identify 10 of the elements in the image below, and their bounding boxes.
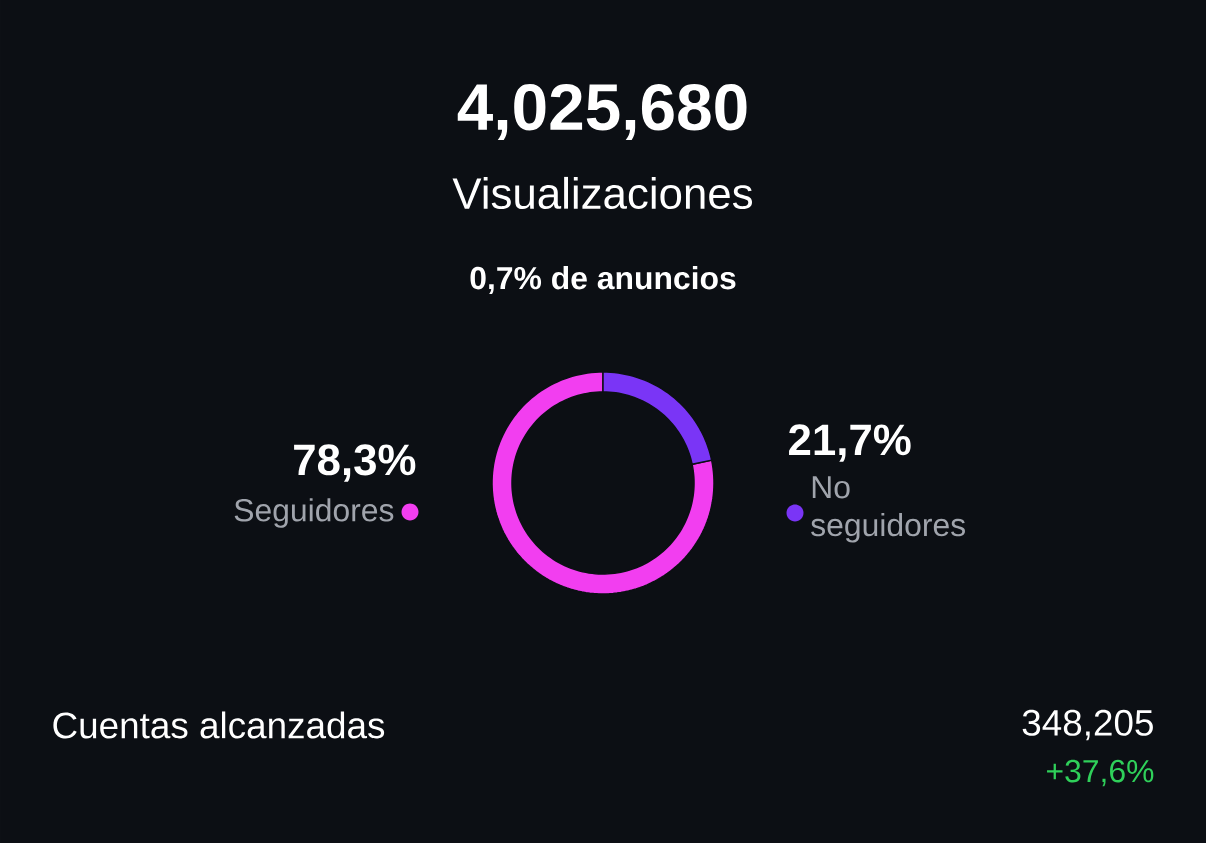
text: +37,6%	[1047, 759, 1154, 787]
slice-label: Seguidores	[234, 498, 394, 528]
chart-title: 4,025,680	[457, 83, 747, 141]
text: Cuentas alcanzadas	[53, 711, 385, 739]
text: 0,7% de anuncios	[470, 265, 736, 295]
chart-subtitle: Visualizaciones	[452, 176, 753, 210]
legend-label: No seguidores	[811, 476, 965, 543]
data-label: 78,3%	[294, 444, 416, 482]
text: 348,205	[1022, 709, 1153, 741]
data-label: 21,7%	[789, 424, 911, 462]
